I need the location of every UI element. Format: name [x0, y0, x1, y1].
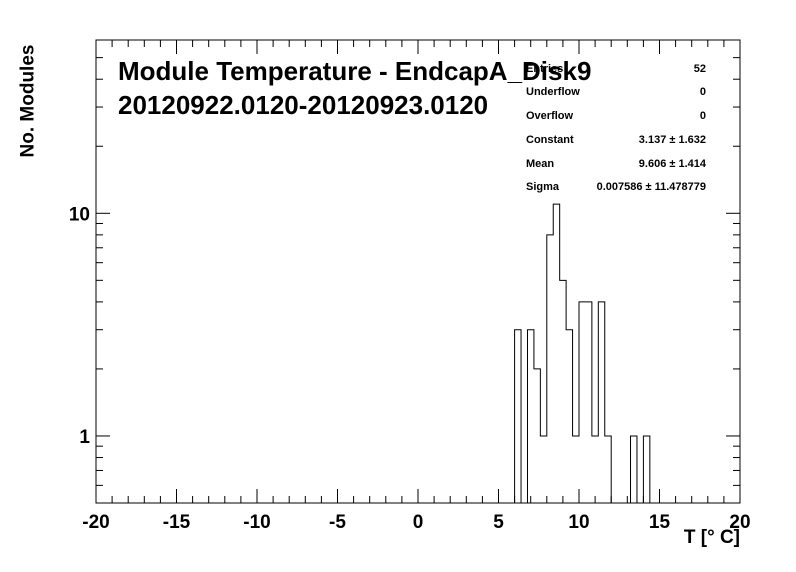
histogram-outline — [96, 203, 740, 504]
y-axis-label: No. Modules — [17, 44, 39, 158]
histogram-bin — [631, 436, 637, 503]
histogram-bin — [605, 436, 611, 503]
chart-title: Module Temperature - EndcapA_Disk9 — [118, 56, 592, 86]
stat-row-sigma: Sigma 0.007586 ± 11.478779 — [526, 181, 706, 197]
x-tick-label: -10 — [243, 512, 270, 533]
axis-ticks — [95, 39, 741, 504]
stats-box: Entries 52 Underflow 0 Overflow 0 Consta… — [520, 56, 710, 201]
stat-value: 3.137 ± 1.632 — [638, 134, 706, 146]
stat-row-entries: Entries 52 — [526, 63, 706, 79]
histogram-bin — [527, 330, 533, 503]
stat-row-mean: Mean 9.606 ± 1.414 — [526, 158, 706, 174]
chart-subtitle: 20120922.0120-20120923.0120 — [118, 90, 489, 120]
stat-value: 0.007586 ± 11.478779 — [596, 181, 706, 193]
x-tick-label: 10 — [568, 512, 589, 533]
x-tick-label: -5 — [329, 512, 346, 533]
x-tick-labels: -20 -15 -10 -5 0 5 10 15 20 — [82, 512, 750, 533]
x-tick-label: 5 — [493, 512, 504, 533]
y-tick-label: 10 — [69, 204, 90, 225]
histogram-bin — [515, 330, 521, 503]
stat-label: Sigma — [526, 181, 560, 193]
histogram-bin — [566, 330, 572, 503]
stat-value: 0 — [699, 86, 706, 98]
histogram-bin — [643, 436, 649, 503]
histogram-bin — [534, 369, 540, 503]
x-tick-label: 20 — [729, 512, 750, 533]
x-tick-label: 0 — [413, 512, 424, 533]
stat-label: Overflow — [526, 110, 574, 122]
stat-value: 0 — [699, 110, 706, 122]
histogram-bin — [573, 436, 579, 503]
histogram-bin — [585, 302, 591, 503]
y-tick-labels: 1 10 — [69, 204, 91, 448]
stat-label: Underflow — [526, 86, 580, 98]
stat-value: 52 — [693, 63, 706, 75]
histogram-bin — [579, 302, 585, 503]
stat-row-underflow: Underflow 0 — [526, 86, 706, 102]
histogram-bins — [515, 204, 650, 503]
x-tick-label: -15 — [163, 512, 191, 533]
stat-row-constant: Constant 3.137 ± 1.632 — [526, 134, 706, 150]
stat-row-overflow: Overflow 0 — [526, 110, 706, 126]
histogram-bin — [592, 436, 598, 503]
stat-label: Mean — [526, 158, 555, 170]
histogram-bin — [547, 235, 553, 503]
stat-value: 9.606 ± 1.414 — [638, 158, 706, 170]
y-tick-label: 1 — [79, 427, 90, 448]
stat-label: Constant — [526, 134, 574, 146]
stat-label: Entries — [526, 63, 564, 75]
x-tick-label: -20 — [82, 512, 109, 533]
histogram-bin — [540, 436, 546, 503]
histogram-bin — [598, 302, 604, 503]
x-axis-label: T [° C] — [683, 527, 740, 548]
x-tick-label: 15 — [649, 512, 671, 533]
histogram-bin — [553, 204, 559, 503]
histogram-bin — [560, 280, 566, 503]
